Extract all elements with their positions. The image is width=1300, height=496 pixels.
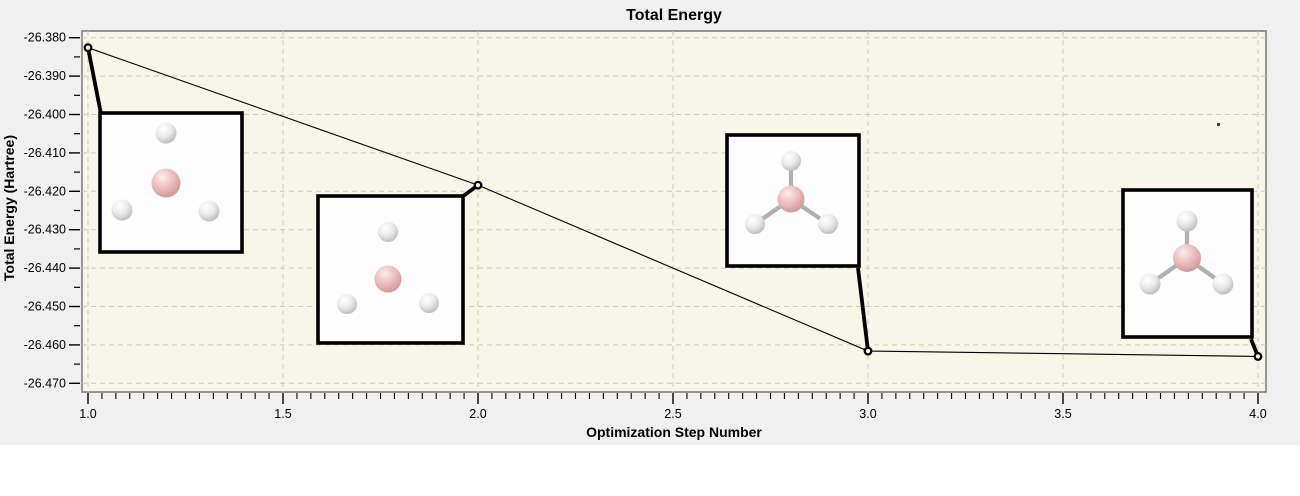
atom-hydrogen [337,294,357,314]
atom-hydrogen [1176,210,1198,232]
energy-plot-widget: Total Energy -26.380 -26.390 -26.400 -26.41… [0,0,1300,445]
y-tick-label: -26.420 [24,184,66,198]
marker-layer [83,43,1263,361]
y-tick-label: -26.450 [24,300,66,314]
atom-hydrogen [781,151,801,171]
molecule-step-4 [1121,188,1254,339]
tick-layer: -26.380 -26.390 -26.400 -26.410 -26.420 -26.4… [24,31,1267,421]
y-axis-title: Total Energy (Hartree) [1,135,17,281]
atom-boron [151,168,181,198]
y-tick-label: -26.430 [24,223,66,237]
data-point-step-2[interactable] [473,180,483,190]
y-tick-label: -26.390 [24,69,66,83]
plot-area[interactable] [81,30,1267,393]
y-tick-label: -26.400 [24,108,66,122]
inset-callout-line [856,267,870,352]
atom-hydrogen [1212,273,1234,295]
x-tick-label: 3.0 [859,407,876,421]
x-tick-label: 1.5 [274,407,291,421]
atom-hydrogen [745,214,765,234]
grid-layer [82,31,1266,392]
atom-hydrogen [155,122,177,144]
energy-line [87,47,1259,357]
series-layer [87,47,1259,357]
chart-title: Total Energy [626,7,722,24]
atom-hydrogen [419,293,439,313]
y-tick-label: -26.460 [24,338,66,352]
stray-pixel-artifact [1217,123,1220,126]
inset-callout-line [86,47,103,115]
atom-hydrogen [1139,273,1161,295]
annotation-layer [86,47,1260,358]
y-tick-label: -26.380 [24,31,66,45]
x-tick-label: 2.0 [469,407,486,421]
molecule-step-3 [725,133,861,268]
y-tick-label: -26.470 [24,376,66,390]
atom-hydrogen [198,200,220,222]
y-tick-label: -26.440 [24,261,66,275]
atom-hydrogen [378,222,398,242]
atom-boron [1173,244,1201,272]
x-axis-title: Optimization Step Number [586,424,762,440]
x-tick-label: 1.0 [79,407,96,421]
x-tick-label: 4.0 [1249,407,1266,421]
molecule-step-2 [316,194,465,345]
data-point-step-4[interactable] [1253,351,1263,361]
data-point-step-3[interactable] [863,346,873,356]
x-tick-label: 2.5 [664,407,681,421]
x-tick-label: 3.5 [1054,407,1071,421]
y-tick-label: -26.410 [24,146,66,160]
atom-boron [374,265,402,293]
atom-hydrogen [111,199,133,221]
atom-boron [777,185,805,213]
total-energy-chart[interactable]: Total Energy -26.380 -26.390 -26.400 -26.41… [0,0,1300,445]
atom-hydrogen [818,214,838,234]
data-point-step-1[interactable] [83,43,93,53]
molecule-step-1 [98,111,244,254]
